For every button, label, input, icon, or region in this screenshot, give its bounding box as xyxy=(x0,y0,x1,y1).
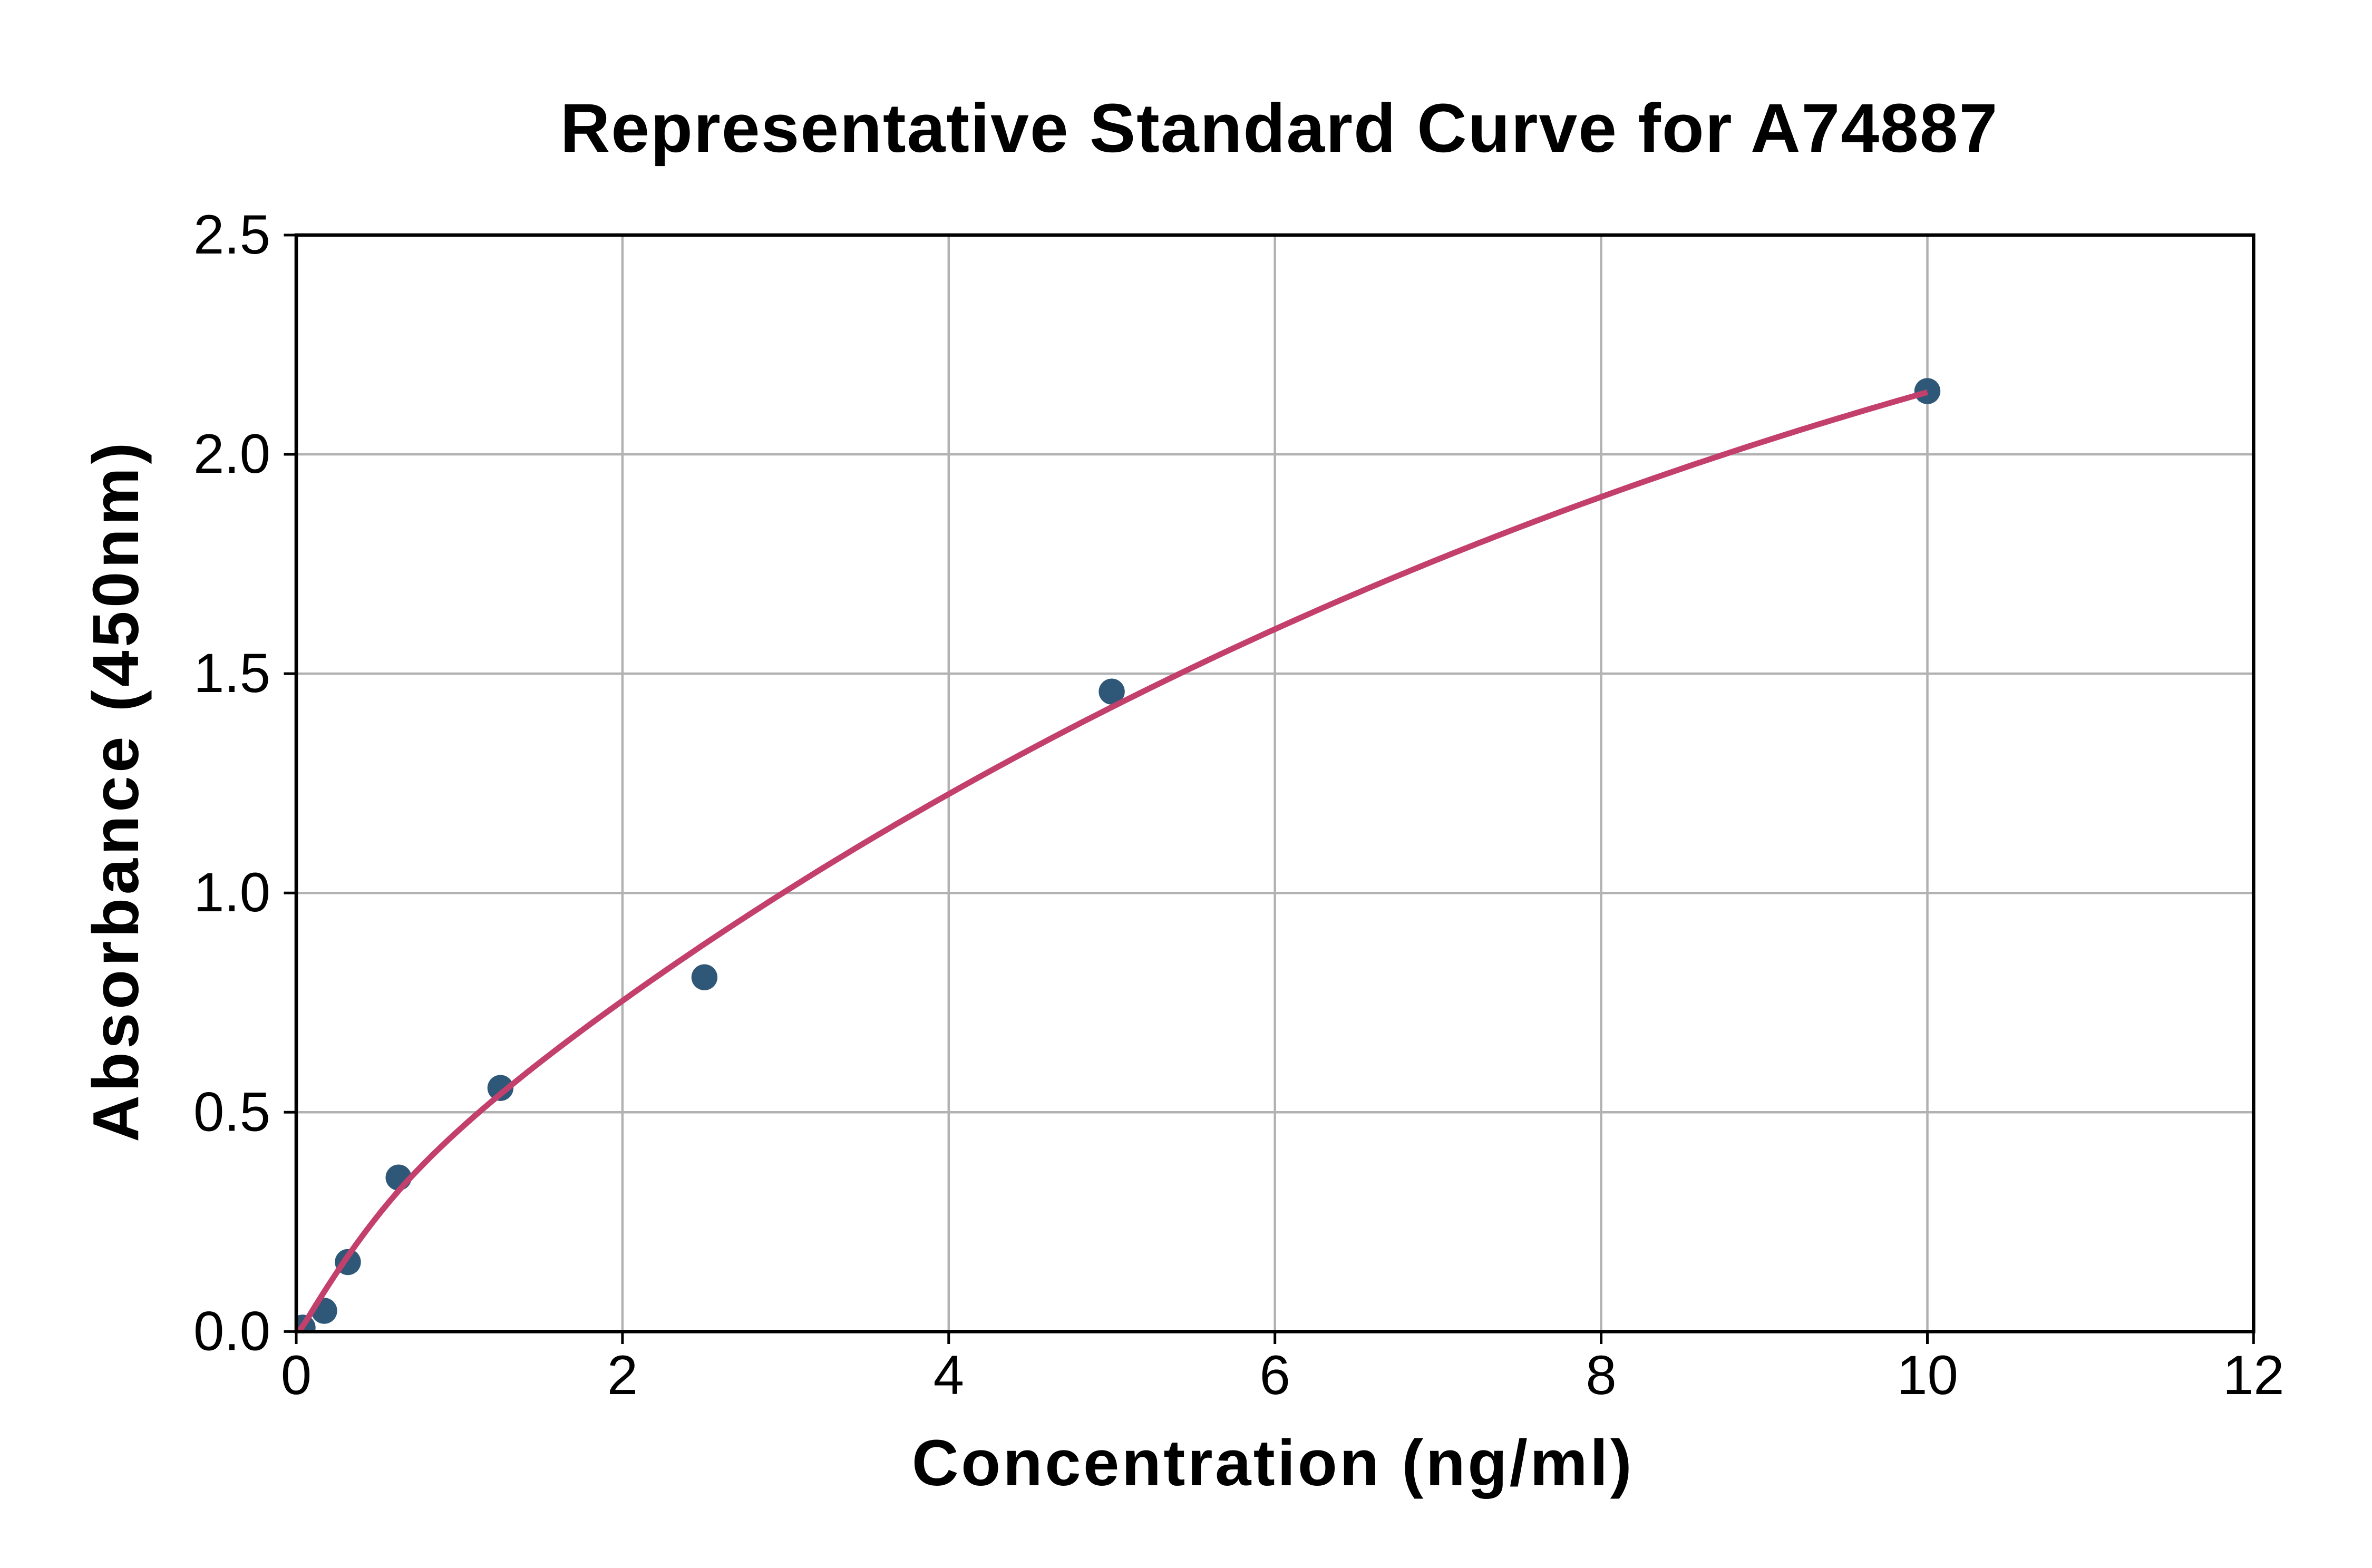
svg-text:2.5: 2.5 xyxy=(193,204,270,266)
svg-text:8: 8 xyxy=(1586,1345,1616,1406)
svg-text:4: 4 xyxy=(934,1345,964,1406)
svg-text:6: 6 xyxy=(1259,1345,1290,1406)
svg-text:Concentration (ng/ml): Concentration (ng/ml) xyxy=(912,1427,1634,1499)
svg-text:1.0: 1.0 xyxy=(193,862,270,923)
svg-text:0: 0 xyxy=(281,1345,312,1406)
svg-text:0.5: 0.5 xyxy=(193,1081,270,1143)
svg-text:0.0: 0.0 xyxy=(193,1300,270,1362)
svg-text:2.0: 2.0 xyxy=(193,423,270,485)
svg-text:2: 2 xyxy=(607,1345,638,1406)
svg-text:Absorbance (450nm): Absorbance (450nm) xyxy=(80,439,152,1142)
svg-text:10: 10 xyxy=(1897,1345,1958,1406)
svg-text:1.5: 1.5 xyxy=(193,642,270,704)
svg-text:Representative Standard Curve: Representative Standard Curve for A74887 xyxy=(560,89,1999,167)
svg-text:12: 12 xyxy=(2223,1345,2284,1406)
